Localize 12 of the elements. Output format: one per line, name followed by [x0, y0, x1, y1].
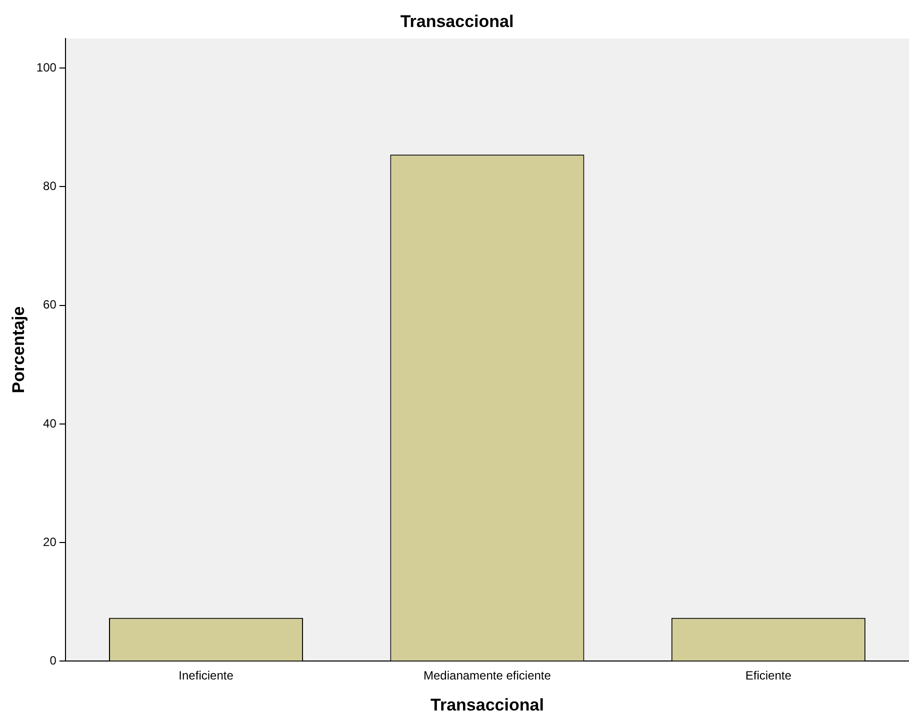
y-tick-label: 20 — [43, 534, 57, 549]
y-tick-label: 40 — [43, 416, 57, 430]
x-tick-label: Ineficiente — [178, 668, 234, 683]
x-tick-label: Eficiente — [745, 668, 792, 683]
y-tick-label: 80 — [43, 179, 57, 193]
y-tick-label: 0 — [50, 654, 57, 668]
y-tick-label: 60 — [43, 298, 57, 312]
x-axis-title: Transaccional — [430, 695, 544, 714]
chart-title: Transaccional — [400, 12, 514, 31]
x-tick-label: Medianamente eficiente — [424, 668, 552, 683]
y-axis-title: Porcentaje — [8, 306, 28, 394]
y-tick-label: 100 — [36, 60, 57, 74]
